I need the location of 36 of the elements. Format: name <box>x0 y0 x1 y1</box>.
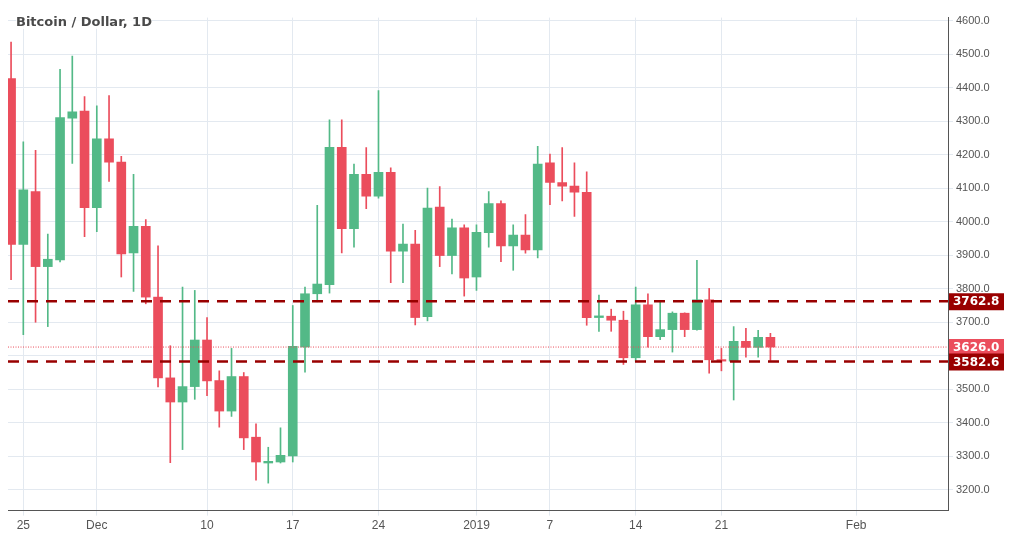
y-tick-label: 4500.0 <box>956 47 990 60</box>
ref-line-label: 3582.6 <box>953 354 1000 369</box>
candlestick <box>557 147 568 202</box>
y-tick-label: 3900.0 <box>956 248 990 261</box>
y-tick-label: 3700.0 <box>956 315 990 328</box>
y-tick-label: 4600.0 <box>956 13 990 26</box>
y-tick-label: 3200.0 <box>956 482 990 495</box>
y-tick-label: 4300.0 <box>956 114 990 127</box>
x-tick-label: 21 <box>714 518 729 533</box>
candlestick <box>508 224 519 271</box>
x-tick-label: 2019 <box>463 518 491 533</box>
x-tick-label: Dec <box>86 518 108 533</box>
x-tick-label: 25 <box>16 518 31 533</box>
y-tick-label: 3300.0 <box>956 449 990 462</box>
candlestick <box>67 55 78 164</box>
candlestick <box>655 300 666 341</box>
y-tick-label: 3800.0 <box>956 281 990 294</box>
y-tick-label: 4100.0 <box>956 181 990 194</box>
x-tick-label: 17 <box>286 518 300 533</box>
x-tick-label: 10 <box>200 518 215 533</box>
y-tick-label: 3500.0 <box>956 382 990 395</box>
y-tick-label: 4400.0 <box>956 80 990 93</box>
y-tick-label: 3400.0 <box>956 415 990 428</box>
ref-line-label: 3626.0 <box>953 340 1000 355</box>
candlestick <box>398 223 408 284</box>
y-tick-label: 4000.0 <box>956 214 990 227</box>
y-tick-label: 4200.0 <box>956 147 990 160</box>
chart-title: Bitcoin / Dollar, 1D <box>16 14 152 29</box>
x-tick-label: Feb <box>845 518 867 533</box>
x-tick-label: 24 <box>371 518 386 533</box>
x-tick-label: 14 <box>629 518 643 533</box>
x-tick-label: 7 <box>546 518 554 533</box>
candlestick <box>42 233 53 327</box>
ref-line-label: 3762.8 <box>953 294 1000 309</box>
candlestick <box>606 308 617 332</box>
candlestick <box>312 204 323 303</box>
